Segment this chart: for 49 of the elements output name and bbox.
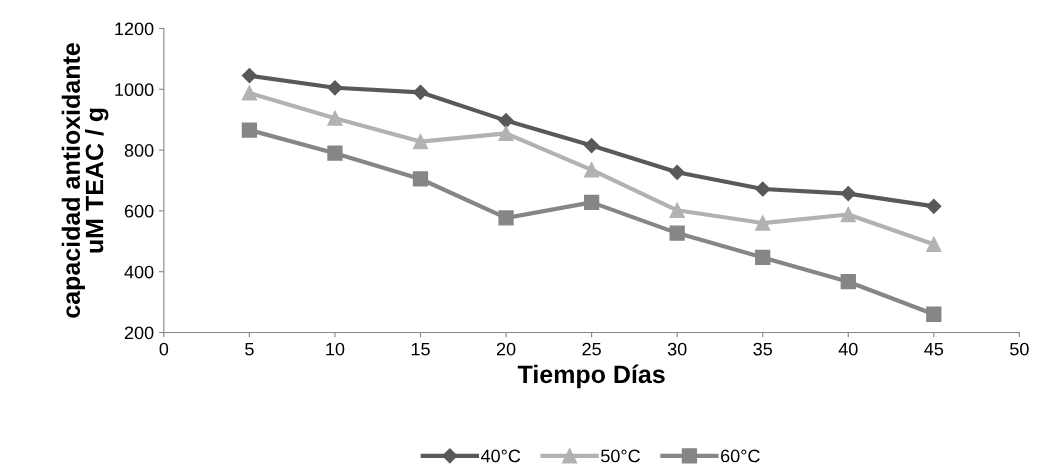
point	[755, 249, 771, 266]
y-tick-label: 400	[124, 265, 154, 279]
x-tick-label: 15	[411, 342, 430, 356]
point	[498, 125, 514, 142]
point	[669, 225, 685, 241]
point	[498, 113, 514, 129]
point	[583, 194, 600, 211]
point	[241, 122, 258, 138]
point	[926, 306, 942, 322]
point	[755, 181, 771, 197]
y-tick-label: 800	[124, 144, 154, 157]
point	[926, 198, 942, 214]
x-tick-label: 45	[924, 342, 944, 356]
point	[583, 162, 600, 178]
y-tick-label: 200	[124, 326, 154, 340]
x-tick-label: 35	[753, 342, 772, 356]
x-tick-label: 30	[667, 342, 687, 356]
x-tick-label: 10	[326, 342, 345, 356]
point	[840, 206, 856, 223]
x-tick-label: 20	[496, 342, 516, 356]
point	[926, 236, 942, 252]
point	[412, 84, 429, 100]
y-tick-label: 600	[124, 204, 154, 218]
x-tick-label: 0	[159, 342, 169, 356]
point	[412, 171, 429, 187]
point	[241, 68, 257, 84]
legend-label: 60°C	[721, 449, 760, 463]
point	[327, 145, 343, 161]
y-tick-label: 1000	[115, 83, 154, 97]
x-tick-label: 50	[1010, 342, 1029, 356]
point	[840, 186, 856, 202]
point	[840, 274, 856, 290]
y-tick-label: 1200	[115, 22, 154, 36]
x-tick-label: 5	[245, 342, 254, 356]
legend-label: 50°C	[601, 449, 640, 463]
x-tick-label: 25	[582, 342, 601, 356]
y-axis-title: capacidad antioxidante uM TEAC / g	[61, 43, 109, 318]
legend-label: 40°C	[480, 449, 521, 463]
point	[241, 85, 258, 101]
point	[327, 110, 343, 126]
point	[327, 80, 343, 96]
x-axis-title: Tiempo Días	[517, 364, 665, 389]
point	[584, 137, 600, 154]
x-tick-label: 40	[838, 342, 858, 356]
point	[498, 210, 514, 226]
point	[755, 215, 771, 231]
point	[669, 164, 685, 180]
point	[669, 202, 685, 218]
point	[412, 133, 429, 150]
